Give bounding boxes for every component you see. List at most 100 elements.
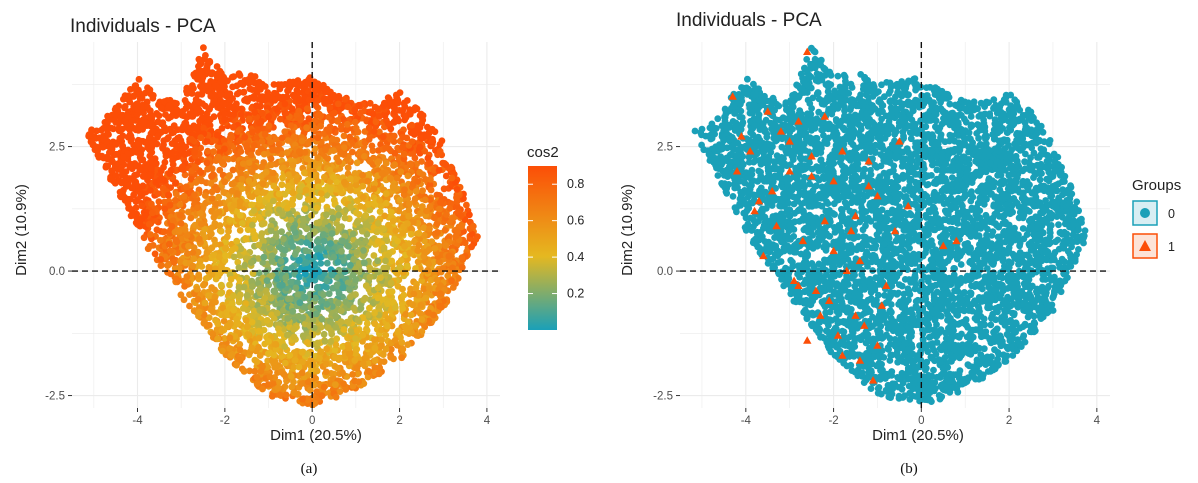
scatter-point [277,299,285,307]
scatter-point [241,261,249,269]
scatter-point [298,369,306,377]
scatter-point [184,149,192,157]
scatter-point [297,266,305,273]
scatter-point [119,170,126,178]
scatter-point [248,300,256,307]
scatter-point [376,364,383,371]
scatter-point [120,178,128,186]
scatter-point [229,166,237,174]
scatter-point [270,169,277,177]
scatter-point [315,268,323,275]
scatter-point [347,293,354,301]
scatter-point [426,181,434,189]
scatter-point [336,388,344,395]
scatter-point [385,221,392,229]
scatter-point [263,268,270,276]
scatter-point [332,381,339,389]
scatter-point [249,221,256,229]
scatter-point [388,208,395,216]
scatter-point [227,275,235,283]
scatter-point [229,104,237,112]
scatter-point [404,220,411,227]
scatter-point [193,285,201,293]
scatter-point [129,210,137,218]
scatter-point [418,316,426,323]
scatter-point [166,201,174,209]
scatter-point [355,101,363,109]
scatter-point [363,320,371,327]
scatter-point [239,160,247,168]
scatter-point [183,183,190,191]
scatter-point [426,225,433,233]
scatter-point [228,187,236,195]
scatter-point [311,400,319,407]
scatter-point [276,330,283,337]
scatter-point [220,189,228,196]
scatter-point [238,220,246,227]
scatter-point [323,360,330,368]
scatter-point [420,224,428,232]
scatter-point [165,260,173,268]
scatter-point [371,357,379,364]
scatter-point [281,191,289,198]
scatter-point [212,275,220,283]
scatter-point [323,277,331,285]
scatter-point [112,172,120,179]
scatter-point [311,276,319,284]
scatter-point [126,163,134,171]
scatter-point [409,218,417,226]
scatter-point [176,201,184,208]
scatter-point [472,236,480,243]
scatter-point [217,263,225,270]
scatter-point [426,196,434,203]
scatter-point [121,104,128,112]
scatter-point [173,106,181,114]
scatter-point [208,188,216,196]
scatter-point [193,106,201,114]
scatter-point [378,170,386,177]
scatter-point [181,171,189,179]
scatter-point [411,104,419,112]
scatter-point [313,367,321,375]
scatter-point [453,186,461,193]
scatter-point [403,262,411,270]
scatter-point [400,150,408,158]
scatter-point [318,274,325,282]
scatter-point [154,118,162,126]
scatter-point [230,111,238,118]
scatter-point [382,199,390,207]
scatter-point [399,285,406,293]
scatter-point [326,166,334,174]
scatter-point [306,386,314,394]
scatter-point [281,100,289,108]
scatter-point [98,152,106,160]
scatter-point [315,111,322,119]
scatter-point [301,148,309,156]
scatter-point [393,270,401,277]
scatter-point [121,92,129,99]
scatter-point [256,352,264,359]
scatter-point [183,114,191,121]
scatter-point [312,310,320,318]
scatter-point [198,220,205,228]
scatter-point [305,96,313,104]
scatter-point [394,328,402,336]
scatter-point [376,128,383,136]
scatter-point [286,78,294,86]
scatter-point [390,184,397,191]
scatter-point [236,137,243,145]
scatter-point [324,155,332,162]
scatter-point [423,207,430,215]
scatter-point [195,98,203,106]
scatter-point [227,351,235,359]
scatter-point [434,229,441,236]
scatter-point [258,97,265,104]
scatter-point [280,235,287,243]
scatter-point [369,110,377,118]
scatter-point [320,130,328,138]
scatter-point [228,180,236,188]
scatter-point [299,314,307,322]
scatter-point [256,289,264,297]
scatter-point [236,341,244,348]
scatter-point [431,245,439,252]
